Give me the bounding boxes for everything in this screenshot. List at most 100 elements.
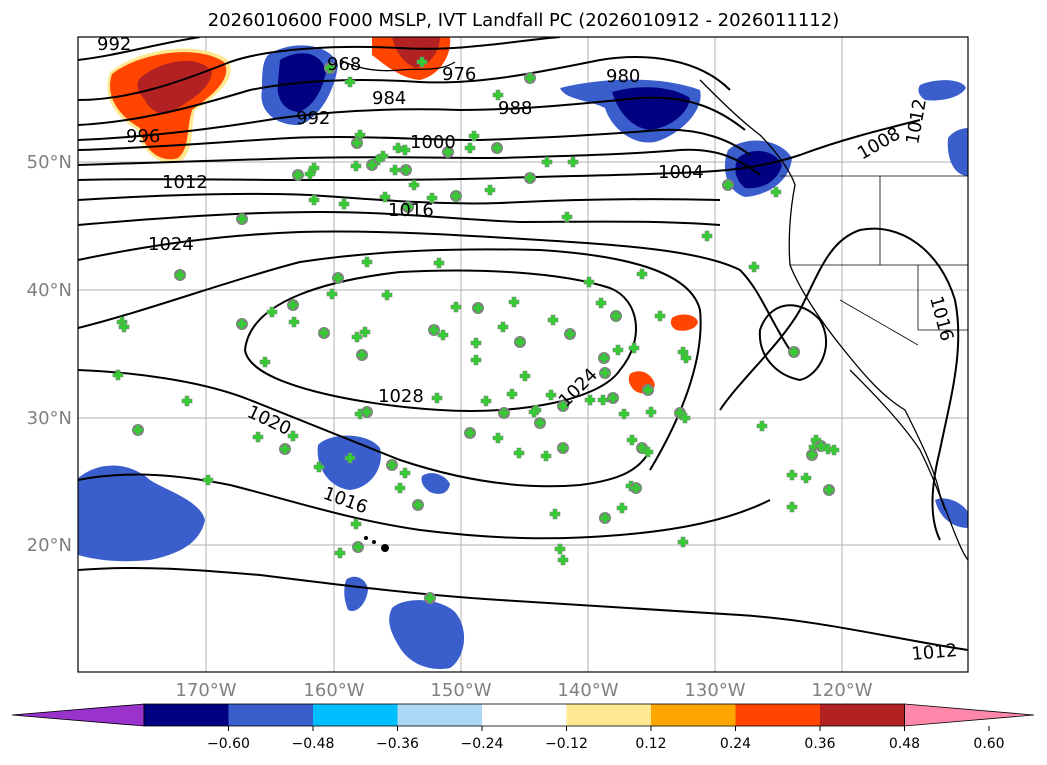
gridlines [78, 37, 968, 672]
station-plus-marker [361, 256, 373, 268]
station-plus-marker [519, 370, 531, 382]
isobar-contours [78, 37, 968, 651]
station-plus-marker [304, 168, 316, 180]
station-plus-marker [400, 164, 412, 176]
isobar-line [78, 148, 761, 176]
colorbar-tick-label: 0.12 [635, 736, 666, 752]
colorbar-outline [143, 703, 905, 727]
station-plus-marker [722, 179, 734, 191]
isobar-line [78, 37, 201, 61]
isobar-line [78, 230, 791, 351]
isobar-label: 1016 [388, 200, 434, 221]
colorbar-tick-label: −0.24 [461, 736, 504, 752]
station-plus-marker [770, 186, 782, 198]
station-plus-marker [701, 230, 713, 242]
station-plus-marker [607, 392, 619, 404]
station-plus-marker [470, 354, 482, 366]
station-plus-marker [361, 406, 373, 418]
station-plus-marker [484, 184, 496, 196]
station-plus-marker [497, 321, 509, 333]
latitude-label: 30°N [27, 408, 72, 429]
island [372, 540, 376, 544]
station-plus-marker [431, 392, 443, 404]
station-plus-marker [583, 276, 595, 288]
colorbar-segment [566, 704, 652, 726]
station-plus-marker [524, 72, 536, 84]
station-plus-marker [287, 299, 299, 311]
ivt-positive-region [670, 314, 698, 331]
isobar-label: 1012 [911, 640, 958, 665]
station-plus-marker [626, 434, 638, 446]
colorbar-extend-min [11, 703, 145, 727]
isobar-line [719, 227, 960, 541]
station-plus-marker [823, 484, 835, 496]
station-plus-marker [472, 302, 484, 314]
station-plus-marker [541, 156, 553, 168]
isobar-line [243, 269, 637, 412]
isobar-line [78, 96, 746, 141]
station-plus-marker [491, 142, 503, 154]
baja-coastline [849, 369, 946, 511]
colorbar-segment [397, 704, 483, 726]
station-plus-marker [437, 329, 449, 341]
ivt-negative-region [389, 600, 465, 670]
longitude-label: 130°W [684, 680, 745, 701]
station-plus-marker [557, 400, 569, 412]
station-plus-marker [598, 352, 610, 364]
station-plus-marker [366, 159, 378, 171]
station-plus-marker [292, 169, 304, 181]
isobar-line [78, 128, 751, 156]
station-plus-marker [259, 356, 271, 368]
map-background [78, 37, 968, 672]
station-plus-marker [408, 179, 420, 191]
station-plus-marker [545, 389, 557, 401]
colorbar-extend-max [904, 703, 1035, 727]
station-plus-marker [468, 130, 480, 142]
station-plus-marker [181, 395, 193, 407]
station-plus-marker [524, 172, 536, 184]
station-plus-marker [470, 337, 482, 349]
isobar-label: 992 [97, 34, 131, 55]
isobar-label: 968 [327, 54, 361, 75]
isobar-line [78, 210, 721, 226]
colorbar-tick-label: 0.24 [720, 736, 751, 752]
station-plus-marker [756, 420, 768, 432]
station-plus-marker [599, 512, 611, 524]
isobar-line [78, 473, 771, 540]
station-plus-marker [597, 394, 609, 406]
isobar-label: 980 [606, 66, 640, 87]
station-plus-marker [498, 407, 510, 419]
station-plus-marker [786, 469, 798, 481]
station-plus-marker [508, 296, 520, 308]
isobar-line [758, 304, 828, 382]
station-plus-marker [428, 324, 440, 336]
longitude-labels: 170°W 160°W 150°W 140°W 130°W 120°W [175, 680, 872, 701]
station-plus-marker [118, 321, 130, 333]
station-plus-marker [748, 261, 760, 273]
ivt-negative-region [78, 465, 205, 562]
station-plus-marker [313, 461, 325, 473]
station-plus-marker [534, 417, 546, 429]
colorbar-tick-label: −0.12 [545, 736, 588, 752]
station-plus-marker [356, 349, 368, 361]
station-plus-marker [528, 406, 540, 418]
colorbar: −0.60 −0.48 −0.36 −0.24 −0.12 0.12 0.24 0.36 0.4… [11, 703, 1035, 752]
station-plus-marker [822, 443, 834, 455]
station-plus-marker [630, 482, 642, 494]
station-plus-marker [612, 344, 624, 356]
station-plus-marker [450, 301, 462, 313]
latitude-label: 50°N [27, 152, 72, 173]
station-plus-marker [557, 442, 569, 454]
station-plus-marker [288, 316, 300, 328]
station-plus-marker [344, 76, 356, 88]
station-plus-marker [450, 190, 462, 202]
station-plus-marker [513, 447, 525, 459]
station-plus-marker [112, 369, 124, 381]
station-plus-marker [595, 297, 607, 309]
station-plus-marker [350, 160, 362, 172]
ivt-negative-region [735, 150, 782, 189]
station-plus-marker [351, 137, 363, 149]
colorbar-segment [144, 704, 229, 726]
isobar-line [78, 192, 721, 205]
state-border [839, 299, 919, 346]
